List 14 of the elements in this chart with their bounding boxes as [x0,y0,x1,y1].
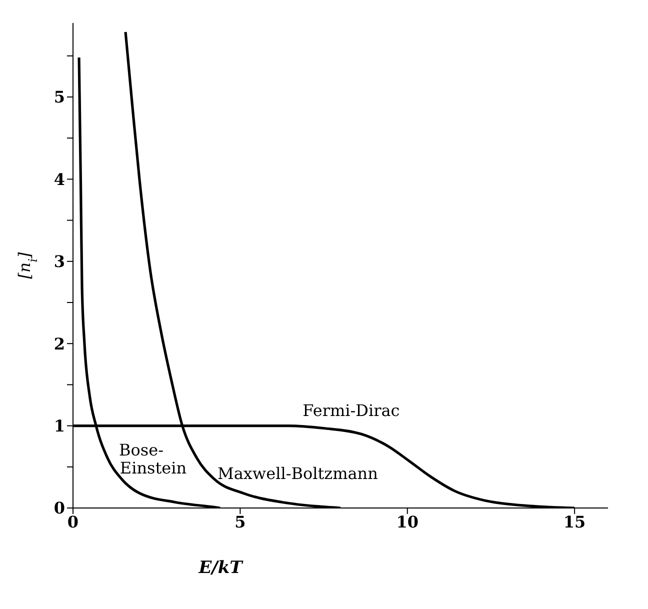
y-tick-label: 0 [54,498,65,518]
y-tick-label: 4 [54,170,65,189]
series-label: Maxwell-Boltzmann [217,464,378,484]
x-tick-label: 15 [563,512,586,532]
y-tick-label: 3 [54,252,65,272]
x-tick-label: 0 [67,512,79,532]
y-tick-label: 5 [54,88,65,107]
series-label: Bose- Einstein [119,440,187,478]
x-tick-label: 10 [396,512,419,532]
y-tick-label: 1 [54,416,65,436]
x-tick-label: 5 [234,512,246,532]
series-label: Fermi-Dirac [302,401,400,420]
y-tick-label: 2 [54,334,65,354]
x-axis-title: E/kT [198,558,244,578]
